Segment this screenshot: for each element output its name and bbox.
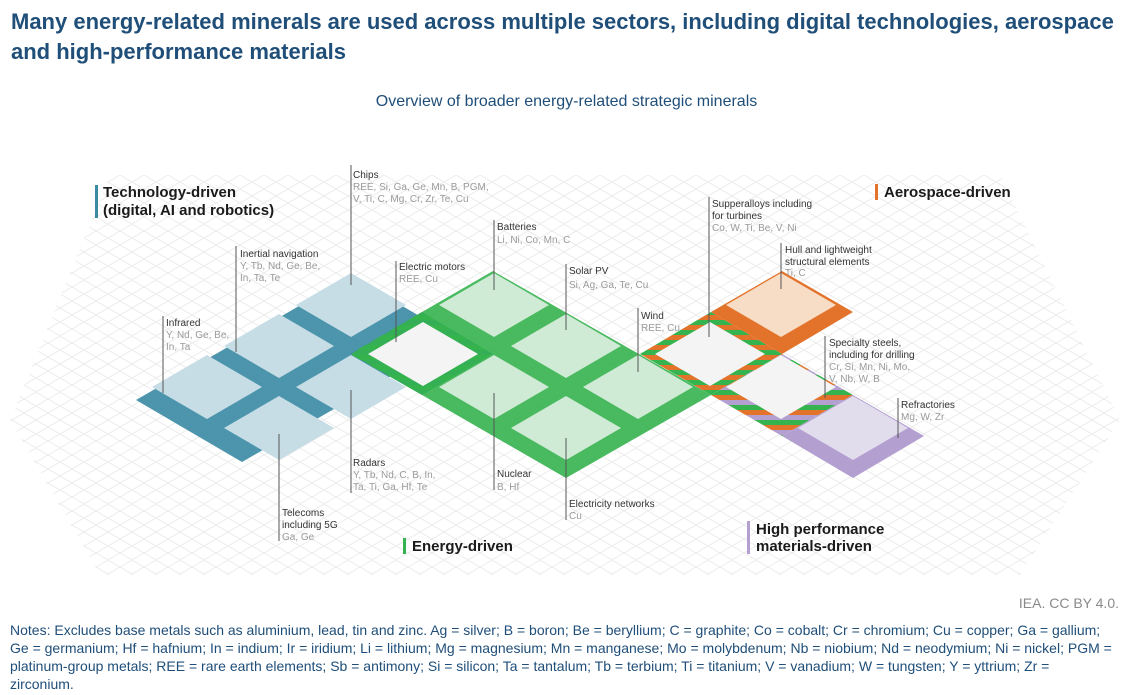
label-solar: Solar PV Si, Ag, Ga, Te, Cu xyxy=(569,261,648,291)
label-hull: Hull and lightweight structural elements… xyxy=(785,240,876,279)
aerospace-marker xyxy=(875,184,878,200)
label-radars: Radars Y, Tb, Nd, C, B, In, Ta, Ti, Ga, … xyxy=(353,453,440,493)
tile-refractories xyxy=(798,396,908,460)
technology-region xyxy=(136,276,457,462)
page-title: Many energy-related minerals are used ac… xyxy=(11,9,1114,64)
label-steels: Specialty steels, including for drilling… xyxy=(829,333,919,385)
label-networks: Electricity networks Cu xyxy=(569,494,659,522)
tile-batteries xyxy=(439,273,549,337)
label-inertial: Inertial navigation Y, Tb, Nd, Ge, Be, I… xyxy=(240,244,325,284)
tile-superalloys xyxy=(655,322,765,386)
technology-group-label: Technology-driven (digital, AI and robot… xyxy=(103,184,274,219)
tile-steels xyxy=(726,355,836,419)
notes: Notes: Excludes base metals such as alum… xyxy=(10,622,1112,692)
minerals-diagram: Technology-driven (digital, AI and robot… xyxy=(10,165,1120,575)
tile-infrared xyxy=(152,355,262,419)
aerospace-group-label: Aerospace-driven xyxy=(884,184,1011,201)
label-infrared: Infrared Y, Nd, Ge, Be, In, Ta xyxy=(166,313,234,353)
materials-marker xyxy=(747,521,750,554)
tile-radars xyxy=(296,355,406,419)
diagram-subtitle: Overview of broader energy-related strat… xyxy=(375,93,758,110)
source-credit: IEA. CC BY 4.0. xyxy=(1018,595,1119,611)
technology-marker xyxy=(95,185,98,218)
tile-wind xyxy=(583,355,693,419)
label-nuclear: Nuclear B, Hf xyxy=(497,464,536,493)
label-batteries: Batteries Li, Ni, Co, Mn, C xyxy=(497,217,570,246)
label-telecoms: Telecoms including 5G Ga, Ge xyxy=(282,503,342,543)
tile-chips xyxy=(296,273,406,337)
materials-group-label: High performance materials-driven xyxy=(756,521,889,555)
label-superalloys: Supperalloys including for turbines Co, … xyxy=(712,194,817,234)
label-wind: Wind REE, Cu xyxy=(641,306,680,334)
label-motors: Electric motors REE, Cu xyxy=(399,257,470,285)
leader-lines xyxy=(162,165,899,541)
energy-region xyxy=(351,271,711,478)
tile-telecoms xyxy=(224,396,334,460)
label-chips: Chips REE, Si, Ga, Ge, Mn, B, PGM, V, Ti… xyxy=(353,165,493,205)
tile-nuclear xyxy=(439,355,549,419)
tile-networks xyxy=(511,396,621,460)
energy-group-label: Energy-driven xyxy=(412,538,513,555)
tile-solar xyxy=(511,314,621,378)
tile-inertial xyxy=(224,314,334,378)
tile-hull xyxy=(726,273,836,337)
energy-marker xyxy=(403,538,406,554)
label-refractories: Refractories Mg, W, Zr xyxy=(901,395,959,423)
